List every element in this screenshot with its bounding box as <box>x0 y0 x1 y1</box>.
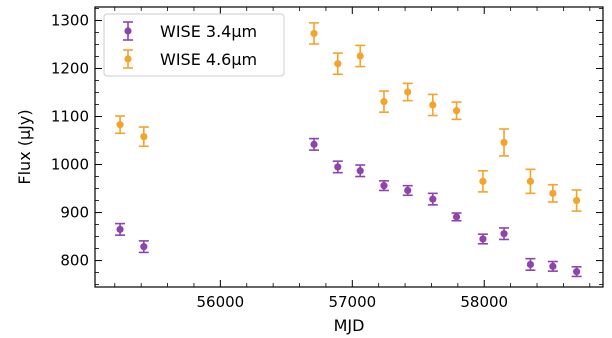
data-point <box>526 177 535 185</box>
data-point <box>380 98 388 106</box>
data-point <box>452 213 461 221</box>
legend-entry-0: WISE 3.4μm <box>123 21 257 41</box>
data-point <box>549 189 557 197</box>
data-point <box>404 186 412 195</box>
x-tick-label: 58000 <box>460 293 508 311</box>
data-point <box>573 268 581 276</box>
data-point <box>356 167 364 175</box>
data-point <box>429 195 437 203</box>
data-point <box>429 101 437 109</box>
y-tick-label: 900 <box>60 204 89 222</box>
data-point <box>549 262 557 270</box>
x-tick-label: 56000 <box>196 293 244 311</box>
data-point <box>452 107 461 115</box>
data-point <box>479 235 487 243</box>
series-0 <box>115 137 582 278</box>
data-point <box>310 29 318 38</box>
x-axis-label: MJD <box>334 316 365 335</box>
y-tick-label: 1200 <box>51 59 89 77</box>
y-tick-label: 1000 <box>51 156 89 174</box>
legend-label: WISE 3.4μm <box>160 22 257 41</box>
series-1 <box>115 22 582 212</box>
legend-label: WISE 4.6μm <box>160 50 257 69</box>
x-tick-label: 57000 <box>328 293 376 311</box>
data-point <box>573 196 581 205</box>
data-point <box>380 182 388 190</box>
y-tick-label: 1300 <box>51 11 89 29</box>
data-point <box>404 88 412 96</box>
legend-entry-1: WISE 4.6μm <box>123 49 257 69</box>
data-point <box>140 133 148 141</box>
axes: 56000 57000 58000 800 900 1000 1100 1200 1300 <box>51 6 604 311</box>
data-point <box>500 138 508 147</box>
data-point <box>140 243 148 251</box>
y-axis-label: Flux (μJy) <box>15 109 34 184</box>
legend-frame <box>103 13 285 77</box>
data-point <box>116 121 124 129</box>
y-tick-label: 1100 <box>51 108 89 126</box>
legend-marker <box>124 55 132 63</box>
data-point <box>479 177 487 185</box>
data-point <box>356 52 364 60</box>
data-point <box>334 163 342 171</box>
legend-marker <box>124 27 132 35</box>
plot-frame <box>94 6 604 288</box>
data-point <box>310 140 318 148</box>
data-point <box>500 230 508 238</box>
data-point <box>116 225 124 233</box>
legend: WISE 3.4μm WISE 4.6μm <box>103 13 285 77</box>
data-marks <box>115 22 582 278</box>
data-point <box>526 260 535 269</box>
y-tick-label: 800 <box>60 252 89 270</box>
data-point <box>334 60 342 68</box>
